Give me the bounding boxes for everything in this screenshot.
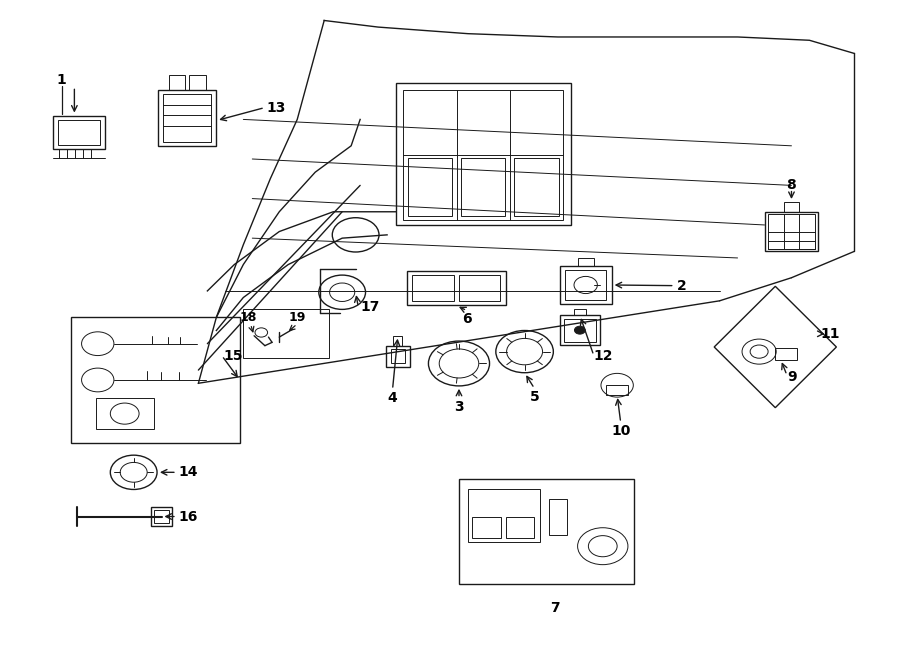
Text: 1: 1 [57, 73, 67, 87]
Bar [155, 510, 168, 523]
Bar [71, 317, 239, 443]
Bar [158, 90, 216, 146]
Bar [768, 214, 814, 249]
Bar [578, 258, 594, 266]
Bar [391, 349, 405, 364]
Text: 11: 11 [820, 327, 840, 341]
Text: 6: 6 [463, 312, 472, 326]
Text: 8: 8 [787, 178, 796, 192]
Circle shape [574, 327, 585, 334]
Bar [163, 94, 211, 142]
Bar [412, 275, 454, 301]
Text: 19: 19 [289, 311, 306, 324]
Bar [393, 336, 402, 346]
Bar [784, 202, 798, 212]
Text: 14: 14 [178, 465, 198, 479]
Bar [775, 348, 796, 360]
Bar [515, 159, 559, 216]
Bar [573, 309, 586, 315]
Text: 13: 13 [266, 100, 286, 114]
Bar [96, 398, 155, 430]
Bar [53, 116, 105, 149]
Text: 18: 18 [239, 311, 256, 324]
Bar [506, 517, 535, 538]
Bar [768, 241, 814, 249]
Bar [459, 275, 500, 301]
Text: 15: 15 [223, 348, 243, 363]
Bar [560, 266, 612, 304]
Bar [560, 315, 600, 345]
Bar [151, 507, 172, 525]
Bar [403, 91, 563, 219]
Bar [565, 270, 607, 300]
Text: 17: 17 [360, 300, 380, 315]
Bar [459, 479, 634, 584]
Bar [189, 75, 205, 90]
Bar [468, 488, 540, 541]
Text: 10: 10 [611, 424, 630, 438]
Bar [58, 120, 100, 145]
Bar [549, 498, 567, 535]
Bar [607, 385, 628, 395]
Bar [472, 517, 501, 538]
Text: 4: 4 [388, 391, 398, 405]
Text: 3: 3 [454, 400, 464, 414]
Bar [407, 271, 506, 305]
Bar [408, 159, 452, 216]
Text: 12: 12 [594, 348, 613, 363]
Text: 7: 7 [550, 601, 560, 615]
Bar [461, 159, 506, 216]
Bar [168, 75, 184, 90]
Text: 5: 5 [529, 390, 539, 404]
Bar [764, 212, 818, 251]
Text: 16: 16 [178, 510, 198, 524]
Bar [386, 346, 410, 367]
Bar [396, 83, 572, 225]
Text: 9: 9 [787, 369, 796, 383]
Bar [243, 309, 328, 358]
Bar [564, 319, 596, 342]
Text: 2: 2 [677, 279, 686, 293]
